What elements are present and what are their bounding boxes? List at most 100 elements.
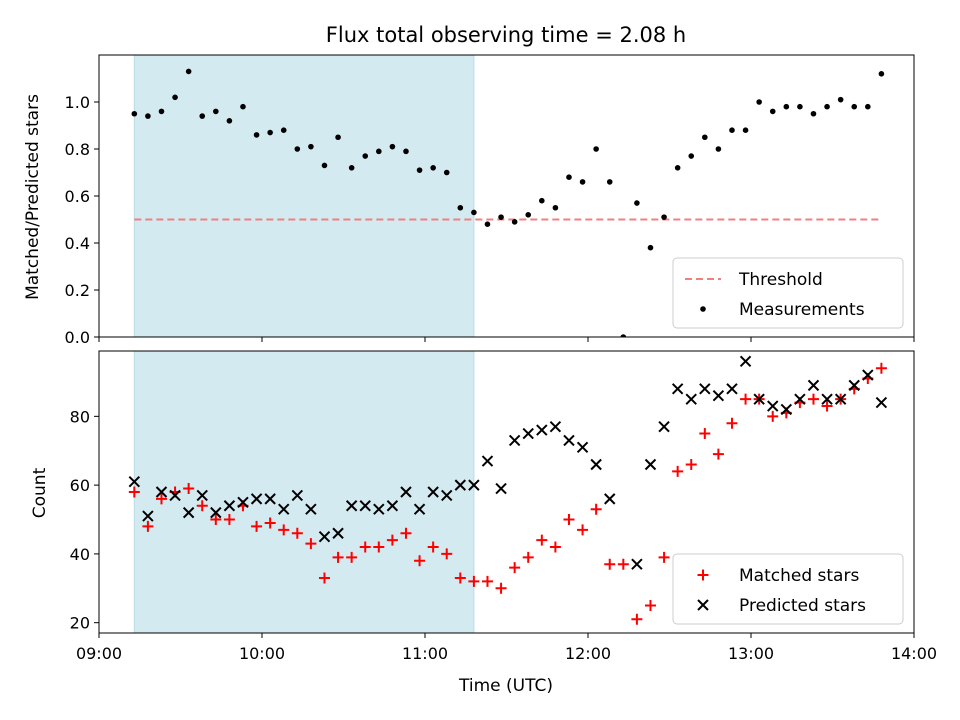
matched-star-point — [251, 520, 263, 532]
measurement-point — [457, 204, 464, 211]
predicted-star-point — [699, 383, 711, 395]
predicted-star-point — [169, 489, 181, 502]
matched-star-point — [346, 551, 358, 563]
measurement-point — [661, 214, 667, 220]
matched-star-point — [563, 514, 575, 526]
legend-label: Predicted stars — [739, 596, 866, 616]
measurement-point — [674, 165, 681, 171]
measurement-point — [362, 153, 369, 159]
measurement-point — [430, 165, 436, 171]
measurement-point — [158, 108, 165, 115]
predicted-star-point — [142, 510, 154, 522]
matched-star-point — [604, 558, 616, 570]
measurement-point — [308, 143, 314, 150]
matched-star-point — [509, 562, 521, 574]
predicted-star-point — [508, 434, 521, 447]
matched-star-point — [495, 582, 507, 594]
predicted-star-point — [332, 527, 344, 539]
predicted-star-point — [549, 420, 562, 433]
measurement-point — [416, 167, 423, 173]
matched-star-point — [468, 575, 480, 587]
bottom-y-tick-label: 40 — [70, 545, 90, 564]
matched-star-point — [155, 493, 167, 505]
predicted-star-point — [278, 503, 290, 515]
predicted-star-point — [658, 420, 670, 433]
measurement-point — [240, 103, 246, 110]
bottom-y-axis-title-group: Count — [30, 467, 50, 518]
matched-star-point — [875, 362, 887, 374]
measurement-point — [539, 197, 545, 204]
matched-star-point — [332, 551, 344, 563]
predicted-star-point — [848, 379, 860, 392]
measurement-point — [525, 212, 532, 218]
predicted-star-point — [604, 493, 616, 505]
predicted-star-point — [780, 403, 793, 416]
predicted-star-point — [264, 493, 276, 505]
measurement-point — [783, 103, 790, 110]
predicted-star-point — [250, 493, 263, 505]
predicted-star-point — [726, 383, 738, 395]
matched-star-point — [549, 541, 561, 553]
predicted-star-point — [373, 503, 385, 515]
measurement-point — [511, 219, 518, 225]
predicted-star-point — [182, 506, 195, 519]
predicted-star-point — [223, 500, 236, 512]
matched-star-point — [712, 448, 724, 460]
predicted-star-point — [386, 500, 399, 512]
measurement-point — [172, 94, 178, 101]
predicted-star-point — [481, 455, 494, 467]
measurement-point — [702, 134, 708, 141]
predicted-star-point — [427, 486, 439, 498]
predicted-star-point — [454, 479, 467, 491]
bottom-y-tick-label: 60 — [70, 476, 90, 495]
matched-star-point — [128, 486, 140, 498]
top-y-tick-label: 0.2 — [65, 281, 90, 300]
x-axis-title: Time (UTC) — [458, 676, 553, 696]
measurement-point — [837, 96, 844, 103]
matched-star-point — [644, 599, 656, 611]
top-y-axis-title: Matched/Predicted stars — [23, 94, 43, 300]
matched-star-point — [481, 575, 493, 587]
predicted-star-point — [128, 475, 141, 488]
bottom-y-tick-label: 20 — [70, 614, 90, 633]
top-y-tick-label: 0.8 — [65, 140, 90, 159]
measurement-point — [267, 129, 273, 136]
measurement-point — [443, 169, 450, 176]
measurement-point — [756, 99, 762, 105]
matched-star-point — [264, 517, 276, 529]
measurement-point — [824, 103, 830, 110]
bottom-legend: Matched stars Predicted stars — [672, 553, 904, 625]
predicted-star-point — [318, 530, 331, 543]
top-panel-ratio-plot: Flux total observing time = 2.08 h Match… — [23, 23, 915, 347]
matched-star-point — [427, 541, 439, 553]
measurement-point — [335, 134, 341, 141]
predicted-star-point — [794, 393, 806, 405]
matched-star-point — [278, 524, 290, 536]
top-y-tick-label: 1.0 — [65, 93, 90, 112]
matched-star-point — [305, 538, 317, 550]
measurement-point — [484, 221, 491, 227]
predicted-star-point — [305, 503, 317, 515]
measurement-point — [729, 127, 735, 133]
predicted-star-point — [875, 396, 888, 409]
predicted-star-point — [536, 424, 548, 436]
predicted-star-point — [563, 434, 575, 447]
measurement-point — [498, 214, 504, 220]
top-y-tick-label: 0.0 — [65, 328, 90, 347]
legend-matched-swatch — [697, 569, 709, 581]
predicted-star-point — [237, 496, 249, 509]
measurement-point — [579, 179, 586, 185]
top-legend-box — [672, 257, 904, 329]
matched-star-point — [359, 541, 371, 553]
matched-star-point — [454, 572, 466, 584]
bottom-axes-frame — [98, 350, 915, 634]
measurement-point — [348, 165, 355, 171]
measurement-point — [878, 71, 885, 77]
measurement-point — [865, 103, 871, 110]
matched-star-point — [726, 417, 738, 429]
measurement-point — [213, 108, 219, 115]
measurement-point — [715, 146, 722, 152]
matched-star-point — [821, 400, 833, 412]
legend-predicted-swatch — [697, 599, 709, 611]
matched-star-point — [400, 527, 412, 539]
